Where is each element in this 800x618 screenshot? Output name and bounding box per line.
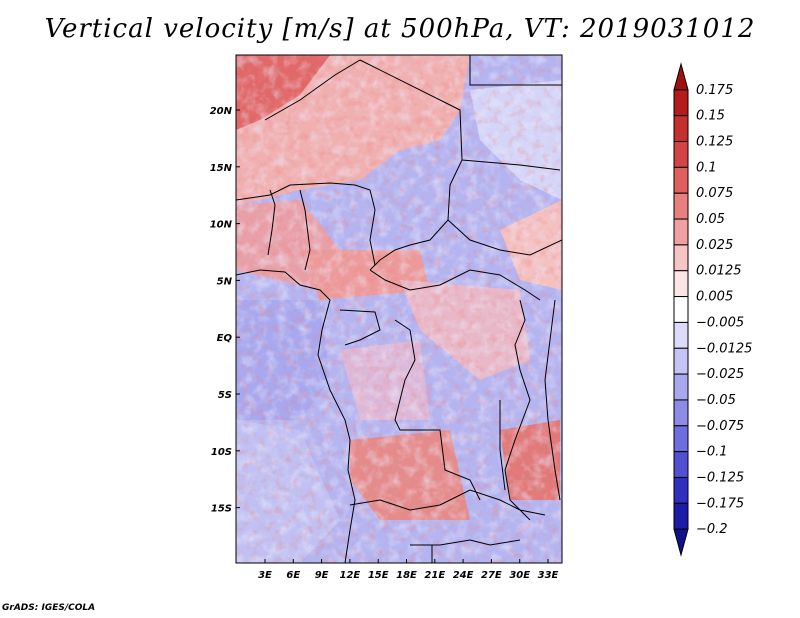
colorbar-swatch bbox=[673, 425, 689, 453]
colorbar-label: −0.1 bbox=[696, 445, 728, 460]
velocity-field bbox=[236, 55, 562, 563]
colorbar-label: 0.075 bbox=[696, 186, 733, 201]
colorbar-swatch bbox=[673, 451, 689, 478]
country-borders bbox=[236, 55, 562, 563]
colorbar-swatch bbox=[673, 192, 689, 220]
colorbar: 0.175 0.15 0.125 0.1 0.075 0.05 0.025 0.0125 0.0… bbox=[673, 62, 752, 557]
colorbar-swatch bbox=[673, 270, 689, 298]
colorbar-label: 0.0125 bbox=[696, 264, 742, 279]
lon-tick-label: 12E bbox=[340, 570, 361, 581]
colorbar-label: −0.175 bbox=[696, 496, 744, 511]
lat-tick-label: 15N bbox=[210, 163, 233, 174]
lon-tick-label: 3E bbox=[258, 570, 272, 581]
colorbar-swatch bbox=[673, 244, 689, 272]
colorbar-swatch bbox=[673, 62, 689, 91]
colorbar-swatch bbox=[673, 528, 689, 557]
colorbar-swatch bbox=[673, 502, 689, 530]
lat-tick-label: 10N bbox=[210, 220, 233, 231]
lon-tick-label: 6E bbox=[286, 570, 300, 581]
colorbar-swatch bbox=[673, 399, 689, 427]
grads-credit: GrADS: IGES/COLA bbox=[2, 603, 96, 613]
colorbar-swatch bbox=[673, 347, 689, 375]
lon-tick-label: 9E bbox=[315, 570, 329, 581]
colorbar-label: 0.005 bbox=[696, 290, 733, 305]
longitude-axis: 3E 6E 9E 12E 15E 18E 21E 24E 27E 30E 33E bbox=[258, 559, 559, 581]
colorbar-swatch bbox=[673, 89, 689, 117]
colorbar-label: 0.05 bbox=[696, 212, 725, 227]
lon-tick-label: 15E bbox=[368, 570, 389, 581]
latitude-axis: 20N 15N 10N 5N EQ 5S 10S 15S bbox=[210, 106, 240, 515]
colorbar-swatch bbox=[673, 115, 689, 143]
colorbar-swatch bbox=[673, 476, 689, 504]
lon-tick-label: 24E bbox=[453, 570, 474, 581]
colorbar-label: −0.005 bbox=[696, 315, 744, 330]
lat-tick-label: 15S bbox=[211, 504, 232, 515]
colorbar-swatch bbox=[673, 373, 689, 401]
colorbar-label: 0.025 bbox=[696, 238, 733, 253]
lon-tick-label: 30E bbox=[509, 570, 530, 581]
colorbar-label: −0.075 bbox=[696, 419, 744, 434]
colorbar-label: −0.0125 bbox=[696, 341, 752, 356]
lon-tick-label: 21E bbox=[424, 570, 445, 581]
colorbar-label: −0.05 bbox=[696, 393, 736, 408]
colorbar-swatch bbox=[673, 166, 689, 194]
colorbar-swatch bbox=[673, 321, 689, 349]
map-title: Vertical velocity [m/s] at 500hPa, VT: 2… bbox=[44, 14, 756, 44]
lat-tick-label: EQ bbox=[217, 333, 233, 344]
colorbar-label: −0.025 bbox=[696, 367, 744, 382]
lat-tick-label: 5N bbox=[217, 276, 233, 287]
lat-tick-label: 20N bbox=[210, 106, 233, 117]
colorbar-swatch bbox=[673, 218, 689, 246]
colorbar-label: 0.175 bbox=[696, 83, 733, 98]
colorbar-label: −0.125 bbox=[696, 470, 744, 485]
colorbar-swatch bbox=[673, 296, 689, 323]
lon-tick-label: 18E bbox=[396, 570, 417, 581]
colorbar-label: −0.2 bbox=[696, 522, 728, 537]
colorbar-swatch bbox=[673, 141, 689, 168]
lat-tick-label: 10S bbox=[211, 447, 232, 458]
map-frame bbox=[235, 54, 563, 564]
lon-tick-label: 27E bbox=[481, 570, 502, 581]
colorbar-label: 0.125 bbox=[696, 135, 733, 150]
lat-tick-label: 5S bbox=[218, 390, 232, 401]
colorbar-label: 0.15 bbox=[696, 109, 725, 124]
lon-tick-label: 33E bbox=[538, 570, 559, 581]
colorbar-label: 0.1 bbox=[696, 160, 717, 175]
